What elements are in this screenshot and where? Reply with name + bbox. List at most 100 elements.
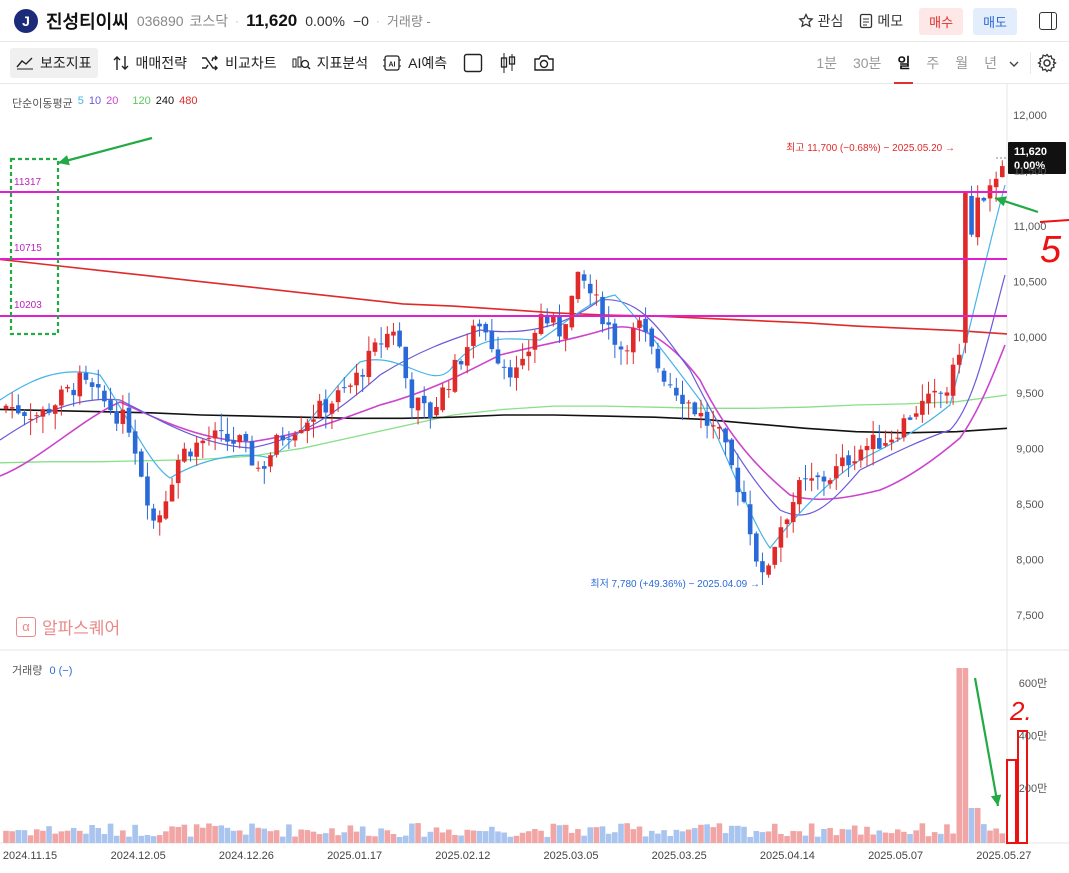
- volume-bar: [316, 834, 323, 843]
- volume-bar: [624, 823, 630, 843]
- candle-body: [846, 455, 851, 466]
- price-chart[interactable]: 11317 10715 10203 최고 11,700 (−0.68%) − 2025…: [0, 84, 1069, 873]
- volume-bar: [359, 826, 366, 843]
- candle-body: [686, 402, 691, 404]
- volume-bar: [181, 824, 188, 843]
- ma-legend[interactable]: 단순이동평균 5 10 20 120 240 480: [12, 95, 202, 111]
- volume-bar: [612, 832, 618, 843]
- watchlist-button[interactable]: 관심: [797, 11, 843, 31]
- candle-body: [255, 467, 261, 469]
- candle-body: [175, 460, 181, 484]
- current-price: 11,620: [246, 10, 298, 30]
- indicators-button[interactable]: 보조지표: [10, 47, 98, 78]
- volume-bar: [402, 835, 409, 843]
- sell-button[interactable]: 매도: [973, 7, 1017, 35]
- ma-legend-5: 5: [77, 95, 84, 107]
- volume-bar: [519, 832, 526, 843]
- candle-body: [680, 394, 685, 404]
- candle-body: [692, 402, 698, 415]
- timeframe-year[interactable]: 년: [984, 55, 997, 71]
- annotation-arrow-volume: [973, 677, 1000, 807]
- memo-button[interactable]: 메모: [859, 11, 903, 31]
- candle-body: [108, 400, 113, 411]
- volume-bar: [46, 826, 52, 843]
- gear-icon[interactable]: [1037, 53, 1057, 78]
- timeframe-1min[interactable]: 1분: [816, 55, 837, 71]
- volume-bar: [661, 830, 667, 843]
- candle-body: [526, 351, 532, 357]
- volume-bar: [870, 834, 876, 843]
- volume-bar: [550, 823, 557, 843]
- volume-bar: [987, 830, 993, 843]
- volume-bar: [335, 835, 341, 843]
- volume-bar: [464, 829, 471, 843]
- volume-bar: [704, 824, 710, 843]
- stock-name[interactable]: 진성티이씨: [46, 11, 129, 32]
- indicator-chart-icon: [16, 57, 33, 69]
- ma-legend-10: 10: [88, 95, 102, 107]
- candle-body: [649, 328, 655, 347]
- ma-legend-120: 120: [132, 95, 151, 107]
- price-tick-label: 11,000: [1014, 221, 1047, 233]
- square-toggle-icon[interactable]: [463, 53, 483, 73]
- annotation-arrow-left: [57, 136, 153, 165]
- low-annotation: 최저 7,780 (+49.36%) − 2025.04.09 →: [590, 578, 760, 590]
- volume-bar: [507, 836, 514, 843]
- compare-chart-button[interactable]: 비교차트: [201, 48, 277, 78]
- indicator-analysis-button[interactable]: 지표분석: [291, 48, 368, 78]
- candle-body: [397, 330, 402, 347]
- chart-toolbar: 보조지표 매매전략 비교차트 지표분석 AI AI예측 1분 30분: [0, 42, 1069, 84]
- timeframe-month[interactable]: 월: [955, 55, 969, 71]
- timeframe-30min[interactable]: 30분: [852, 55, 882, 71]
- candle-body: [981, 197, 987, 201]
- volume-bar: [212, 825, 218, 843]
- candle-body: [710, 425, 716, 427]
- volume-bar: [599, 826, 606, 843]
- timeframe-week[interactable]: 주: [926, 55, 940, 71]
- side-panel-icon[interactable]: [1039, 12, 1057, 30]
- candle-body: [22, 412, 27, 416]
- camera-icon[interactable]: [533, 54, 555, 72]
- volume-bar: [101, 833, 108, 843]
- annotation-arrow-right-head: [995, 196, 1007, 207]
- trading-strategy-button[interactable]: 매매전략: [112, 48, 187, 78]
- chevron-down-icon[interactable]: [1009, 56, 1019, 70]
- price-tick-label: 12,000: [1013, 110, 1047, 122]
- toolbar-divider: [1030, 52, 1031, 74]
- candle-body: [200, 440, 206, 444]
- watermark-text: 알파스퀘어: [42, 619, 121, 638]
- volume-bar: [587, 827, 594, 843]
- candle-body: [188, 451, 193, 457]
- volume-bar: [89, 824, 95, 843]
- candle-body: [698, 412, 704, 417]
- buy-button[interactable]: 매수: [919, 7, 964, 35]
- separator-dot: ·: [375, 13, 380, 28]
- candle-body: [348, 385, 353, 387]
- candle-body: [508, 367, 513, 378]
- volume-bar: [796, 831, 803, 843]
- candle-body: [1000, 166, 1005, 178]
- candle-body: [655, 348, 661, 369]
- date-tick-label: 2024.12.05: [111, 850, 166, 862]
- timeframe-day[interactable]: 일: [894, 42, 914, 84]
- volume-tick-label: 600만: [1019, 677, 1047, 690]
- candle-body: [298, 429, 304, 434]
- candlestick-icon[interactable]: [499, 52, 517, 74]
- memo-label: 메모: [877, 13, 904, 29]
- volume-legend-label: 거래량: [12, 665, 43, 677]
- candle-body: [674, 387, 679, 396]
- volume-bar: [513, 835, 520, 843]
- volume-bar: [778, 833, 784, 843]
- volume-bar: [495, 831, 501, 843]
- chart-axes: 12,000 11,500 11,000 10,500 10,000 9,500 9,000…: [3, 110, 1047, 862]
- candle-body: [563, 324, 568, 339]
- candle-body: [341, 387, 347, 389]
- candle-body: [458, 361, 464, 365]
- candle-body: [446, 389, 452, 391]
- candle-body: [464, 347, 470, 366]
- volume-bar: [642, 836, 649, 843]
- candle-body: [182, 448, 187, 462]
- ai-predict-button[interactable]: AI AI예측: [382, 48, 447, 78]
- candle-body: [969, 195, 974, 235]
- candle-body: [249, 440, 255, 466]
